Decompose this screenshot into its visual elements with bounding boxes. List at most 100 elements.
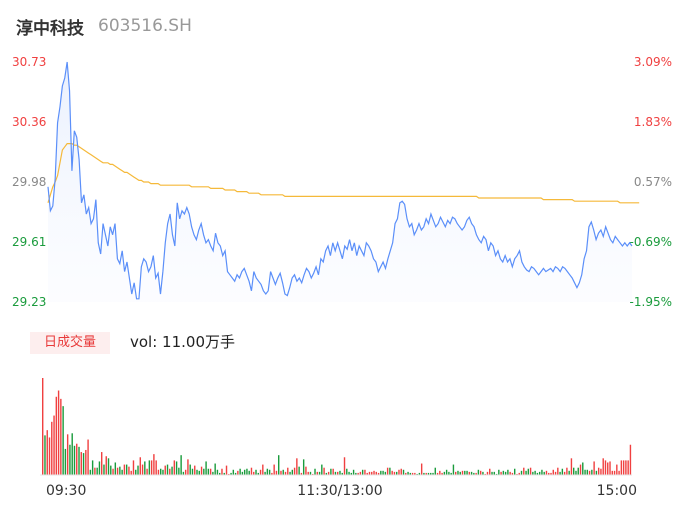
- volume-bar: [289, 471, 291, 475]
- volume-bar: [550, 472, 552, 475]
- volume-bar: [148, 460, 151, 475]
- volume-bar: [203, 468, 205, 475]
- volume-bar: [219, 472, 221, 475]
- volume-bar: [384, 471, 387, 475]
- volume-bar: [230, 472, 232, 475]
- volume-bar: [613, 470, 616, 475]
- volume-bar: [366, 472, 368, 475]
- volume-bar: [216, 469, 219, 475]
- volume-bar: [62, 406, 64, 475]
- volume-bar: [166, 464, 169, 475]
- price-tick-label: 30.36: [12, 115, 46, 129]
- stock-name: 淳中科技: [16, 18, 84, 39]
- volume-bar: [466, 470, 468, 475]
- volume-bar: [443, 471, 446, 475]
- volume-bar: [477, 469, 480, 475]
- volume-bar: [375, 471, 377, 475]
- volume-bar: [527, 468, 530, 475]
- volume-bar: [595, 470, 598, 475]
- percent-tick-label: 3.09%: [634, 55, 672, 69]
- volume-bar: [575, 470, 577, 475]
- volume-bar: [305, 466, 307, 475]
- volume-bar: [293, 467, 296, 475]
- volume-bar: [228, 473, 230, 475]
- volume-bar: [66, 434, 69, 475]
- volume-bar: [262, 464, 264, 475]
- volume-bar: [339, 470, 341, 475]
- volume-bar: [405, 472, 407, 475]
- volume-bar: [135, 469, 137, 475]
- volume-bar: [416, 473, 418, 475]
- volume-bar: [314, 468, 316, 475]
- volume-bar: [325, 472, 328, 475]
- volume-bar: [514, 468, 516, 475]
- volume-bar: [191, 468, 194, 475]
- volume-bar: [103, 464, 105, 475]
- volume-bar: [205, 461, 207, 475]
- volume-bar: [207, 468, 210, 475]
- volume-bar: [309, 471, 312, 475]
- volume-bar: [321, 464, 323, 475]
- volume-bar: [577, 467, 579, 475]
- volume-bar: [225, 465, 228, 475]
- price-axis: 30.73 30.36 29.98 29.61 29.23: [12, 55, 46, 309]
- volume-bar: [275, 470, 278, 475]
- price-area: [48, 62, 632, 302]
- volume-bar: [584, 469, 586, 475]
- price-tick-label: 30.73: [12, 55, 46, 69]
- volume-bar: [563, 471, 566, 475]
- volume-bar: [78, 446, 80, 475]
- volume-bar: [194, 465, 196, 475]
- volume-bar: [119, 466, 121, 475]
- volume-bar: [60, 398, 62, 475]
- volume-bar: [445, 469, 448, 475]
- volume-bar: [398, 469, 400, 475]
- volume-bar: [525, 470, 527, 475]
- volume-bar: [509, 471, 511, 475]
- volume-bar: [121, 469, 123, 475]
- volume-bar: [200, 466, 203, 475]
- volume-bar: [543, 471, 545, 475]
- volume-bar: [455, 471, 457, 475]
- volume-bar: [484, 473, 486, 475]
- volume-bar: [407, 471, 409, 475]
- volume-bar: [554, 471, 557, 475]
- stock-header: 淳中科技 603516.SH: [16, 12, 192, 40]
- volume-bar: [300, 472, 303, 475]
- volume-bar: [273, 464, 275, 475]
- volume-bar: [160, 468, 162, 475]
- volume-bar: [171, 466, 173, 475]
- volume-bar: [618, 470, 620, 475]
- volume-bar: [137, 465, 139, 475]
- volume-bar: [414, 472, 416, 475]
- volume-bar: [271, 472, 273, 475]
- volume-bar: [182, 471, 185, 475]
- volume-bar: [110, 465, 112, 475]
- volume-bar: [87, 439, 89, 475]
- volume-bar: [500, 471, 502, 475]
- volume-bar: [489, 468, 491, 475]
- volume-bar: [280, 470, 282, 475]
- volume-bar: [246, 468, 248, 475]
- percent-tick-label: 1.83%: [634, 115, 672, 129]
- volume-bar: [350, 472, 353, 475]
- price-tick-label: 29.61: [12, 235, 46, 249]
- volume-bar: [302, 459, 305, 475]
- volume-bar: [91, 460, 94, 475]
- volume-bar: [80, 452, 82, 475]
- volume-bar: [105, 456, 107, 475]
- volume-bar: [591, 469, 593, 475]
- volume-bar: [132, 460, 135, 475]
- volume-bar: [85, 449, 87, 475]
- volume-bar: [89, 469, 92, 475]
- volume-bar: [529, 467, 532, 475]
- volume-bar: [597, 467, 600, 475]
- volume-bar: [545, 470, 548, 475]
- volume-bar: [255, 469, 257, 475]
- volume-bar: [332, 468, 334, 475]
- volume-bar: [42, 378, 44, 475]
- volume-badge: 日成交量: [30, 332, 110, 354]
- volume-bar: [579, 464, 582, 475]
- volume-bar: [198, 470, 200, 475]
- percent-tick-label: 0.57%: [634, 175, 672, 189]
